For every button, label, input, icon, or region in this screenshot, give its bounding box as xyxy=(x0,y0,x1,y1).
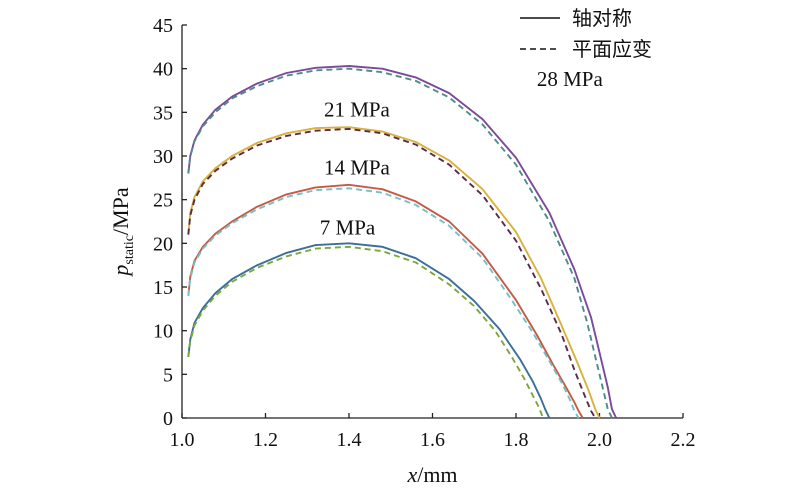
y-tick-label: 25 xyxy=(153,190,173,212)
annotations: 28 MPa 21 MPa 14 MPa 7 MPa xyxy=(320,67,604,239)
y-tick-label: 45 xyxy=(153,15,173,37)
y-tick-label: 0 xyxy=(163,408,173,430)
axis-titles: x/mm pstatic/MPa xyxy=(108,187,458,487)
series-line-solid xyxy=(187,183,584,419)
y-axis-unit: /MPa xyxy=(108,187,133,235)
series-group xyxy=(187,65,618,419)
x-axis-unit: /mm xyxy=(417,462,457,487)
y-tick-label: 10 xyxy=(153,321,173,343)
y-tick-label: 35 xyxy=(153,102,173,124)
y-tick-label: 5 xyxy=(163,364,173,386)
x-tick-label: 1.2 xyxy=(253,429,278,451)
series-annotation: 7 MPa xyxy=(320,216,376,240)
x-tick-label: 2.0 xyxy=(587,429,612,451)
y-tick-label: 30 xyxy=(153,146,173,168)
series-line-dashed xyxy=(187,187,580,419)
series-line-dashed xyxy=(187,245,544,419)
y-axis-subscript: static xyxy=(122,235,137,265)
legend-label: 轴对称 xyxy=(572,6,632,30)
series-annotation: 21 MPa xyxy=(324,98,391,122)
series-line-dashed xyxy=(187,127,597,419)
y-tick-label: 40 xyxy=(153,59,173,81)
series-line-solid xyxy=(187,242,551,419)
x-tick-label: 1.6 xyxy=(420,429,445,451)
x-tick-label: 1.4 xyxy=(337,429,362,451)
y-tick-label: 15 xyxy=(153,277,173,299)
x-tick-label: 1.8 xyxy=(504,429,529,451)
x-axis-var: x xyxy=(406,462,417,487)
series-line-dashed xyxy=(187,67,613,419)
ticks: 1.0 1.2 1.4 1.6 1.8 2.0 2.2 0 5 10 15 20 25 30 35 40 45 xyxy=(153,15,696,451)
y-axis-var: p xyxy=(108,265,133,278)
series-line-solid xyxy=(187,126,601,419)
legend-label: 平面应变 xyxy=(572,37,652,61)
y-tick-label: 20 xyxy=(153,233,173,255)
x-tick-label: 2.2 xyxy=(671,429,696,451)
x-axis-title: x/mm xyxy=(406,462,457,487)
series-annotation: 28 MPa xyxy=(537,67,604,91)
series-line-solid xyxy=(187,65,618,419)
series-annotation: 14 MPa xyxy=(324,155,391,179)
y-axis-title: pstatic/MPa xyxy=(108,187,137,277)
x-tick-label: 1.0 xyxy=(170,429,195,451)
